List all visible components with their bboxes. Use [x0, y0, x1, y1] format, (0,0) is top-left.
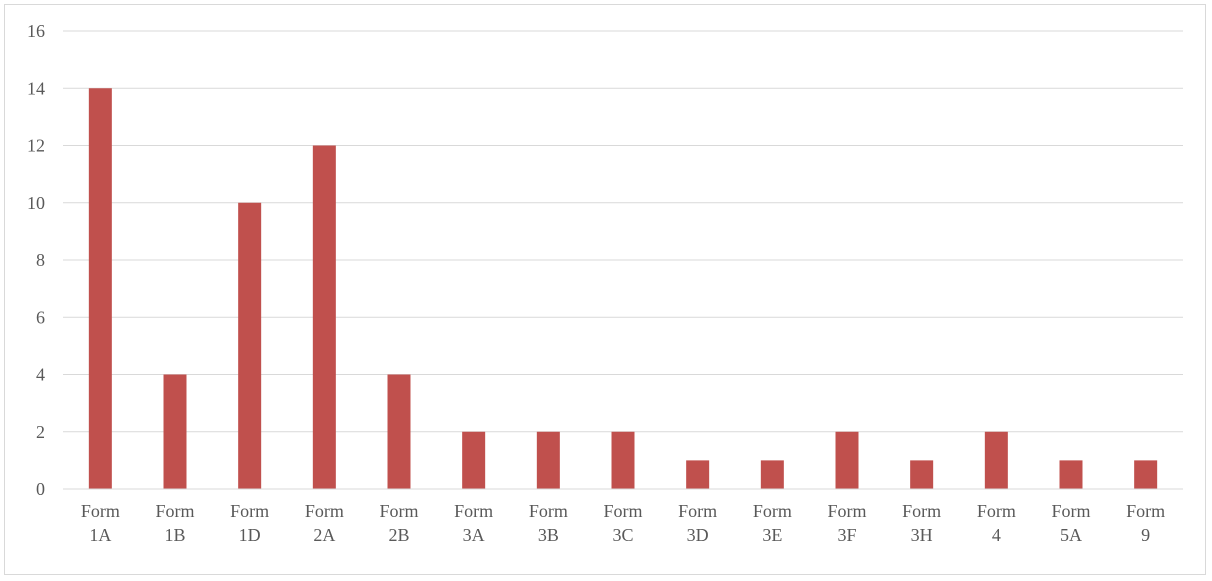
bar — [1059, 460, 1083, 489]
y-tick-label: 12 — [27, 136, 45, 156]
x-category-label: Form 3C — [603, 501, 642, 545]
bar — [312, 145, 336, 489]
bar — [462, 431, 486, 489]
y-tick-label: 14 — [27, 78, 45, 98]
bar — [387, 374, 411, 489]
x-category-label: Form 5A — [1051, 501, 1090, 545]
gridlines — [63, 30, 1183, 433]
x-category-label: Form 4 — [977, 501, 1016, 545]
bar — [238, 202, 262, 489]
y-tick-label: 10 — [27, 193, 45, 213]
bar — [984, 431, 1008, 489]
x-category-label: Form 1A — [81, 501, 120, 545]
bar — [910, 460, 934, 489]
bar — [88, 88, 112, 489]
bar — [686, 460, 710, 489]
x-category-label: Form 3H — [902, 501, 941, 545]
x-category-label: Form 1B — [155, 501, 194, 545]
y-tick-label: 0 — [36, 479, 45, 499]
x-category-label: Form 9 — [1126, 501, 1165, 545]
y-tick-label: 8 — [36, 250, 45, 270]
bar — [835, 431, 859, 489]
x-category-label: Form 2B — [379, 501, 418, 545]
bar — [760, 460, 784, 489]
x-category-label: Form 1D — [230, 501, 269, 545]
x-category-label: Form 2A — [305, 501, 344, 545]
y-tick-label: 6 — [36, 307, 45, 327]
x-category-label: Form 3A — [454, 501, 493, 545]
x-category-label: Form 3B — [529, 501, 568, 545]
bar — [536, 431, 560, 489]
x-category-label: Form 3D — [678, 501, 717, 545]
bar — [611, 431, 635, 489]
y-axis-ticks: 0 2 4 6 8 10 12 14 16 — [27, 21, 45, 499]
y-tick-label: 4 — [36, 365, 45, 385]
bars — [88, 88, 1158, 489]
bar — [163, 374, 187, 489]
y-tick-label: 16 — [27, 21, 45, 41]
y-tick-label: 2 — [36, 422, 45, 442]
x-category-label: Form 3F — [827, 501, 866, 545]
x-axis-labels: Form 1A Form 1B Form 1D Form 2A Form 2B Form 3A Form… — [81, 501, 1165, 545]
bar — [1134, 460, 1158, 489]
chart-area: 0 2 4 6 8 10 12 14 16 Form 1A Form 1B Form 1D Form 2A Fo… — [4, 4, 1206, 575]
x-category-label: Form 3E — [753, 501, 792, 545]
